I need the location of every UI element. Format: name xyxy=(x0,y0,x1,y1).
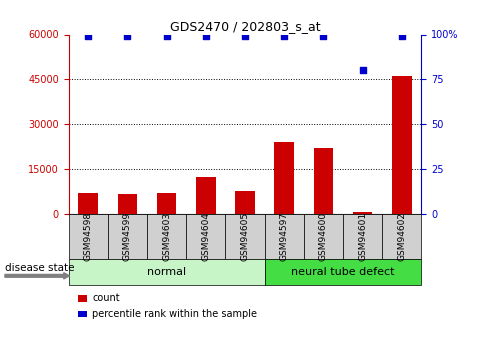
Text: normal: normal xyxy=(147,267,186,277)
Point xyxy=(280,33,288,39)
Text: GSM94598: GSM94598 xyxy=(84,212,93,261)
Bar xyxy=(353,213,372,214)
Point xyxy=(163,33,171,39)
Point xyxy=(123,33,131,39)
Point xyxy=(359,68,367,73)
Text: GSM94601: GSM94601 xyxy=(358,212,367,261)
Text: GSM94604: GSM94604 xyxy=(201,212,210,261)
Bar xyxy=(78,193,98,214)
Point xyxy=(202,33,210,39)
Bar xyxy=(235,191,255,214)
Text: GSM94603: GSM94603 xyxy=(162,212,171,261)
Text: GSM94605: GSM94605 xyxy=(241,212,249,261)
Point xyxy=(398,33,406,39)
Text: GSM94597: GSM94597 xyxy=(280,212,289,261)
Text: count: count xyxy=(92,294,120,303)
Bar xyxy=(392,76,412,214)
Bar xyxy=(196,177,216,214)
Text: GSM94600: GSM94600 xyxy=(319,212,328,261)
Bar xyxy=(157,193,176,214)
Point xyxy=(319,33,327,39)
Bar xyxy=(118,195,137,214)
Text: percentile rank within the sample: percentile rank within the sample xyxy=(92,309,257,319)
Bar xyxy=(314,148,333,214)
Text: disease state: disease state xyxy=(5,263,74,273)
Text: GSM94599: GSM94599 xyxy=(123,212,132,261)
Point xyxy=(241,33,249,39)
Point xyxy=(84,33,92,39)
Title: GDS2470 / 202803_s_at: GDS2470 / 202803_s_at xyxy=(170,20,320,33)
Text: neural tube defect: neural tube defect xyxy=(291,267,395,277)
Bar xyxy=(274,142,294,214)
Text: GSM94602: GSM94602 xyxy=(397,212,406,261)
